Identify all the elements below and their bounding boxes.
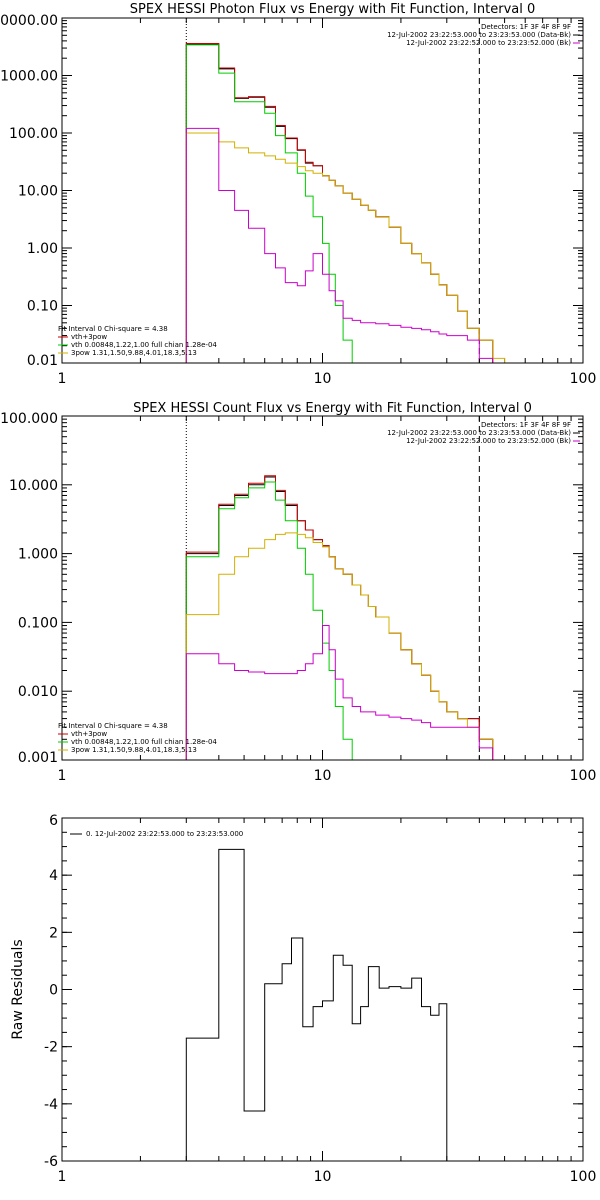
y-tick-label: 100.00 [9, 126, 58, 142]
plot-frame [61, 817, 584, 1162]
x-tick-label: 100 [570, 1169, 597, 1185]
series-line-yellow [185, 532, 505, 760]
y-tick-label: 100.000 [0, 411, 58, 427]
legend-topright-line: 12-Jul-2002 23:22:53.000 to 23:23:53.000… [387, 429, 571, 437]
x-tick-label: 100 [570, 768, 597, 784]
chart-panel-2: SPEX HESSI Count Flux vs Energy with Fit… [0, 401, 596, 784]
series-line-red [185, 43, 494, 363]
y-tick-label: 2 [49, 925, 58, 941]
series-line-magenta [185, 625, 494, 760]
y-tick-label: 4 [49, 868, 58, 884]
legend-bottomleft-line: vth+3pow [71, 333, 107, 341]
series-line-green [185, 44, 353, 363]
series-line-magenta [185, 127, 494, 363]
chart-title: SPEX HESSI Photon Flux vs Energy with Fi… [130, 2, 536, 17]
x-tick-label: 10 [314, 1169, 332, 1185]
plot-frame [61, 17, 584, 364]
y-tick-label: 0.100 [18, 615, 58, 631]
x-tick-label: 100 [570, 371, 597, 387]
series-line-black [185, 43, 494, 363]
y-tick-label: 1.00 [27, 241, 58, 257]
chart-panel-3: 1 10 100 -6 -4 -2 0 2 4 6 Raw Residuals 0. 12-Jul-2… [10, 813, 596, 1185]
legend-bottomleft-line: Fit Interval 0 Chi-square = 4.38 [58, 722, 168, 730]
legend-bottomleft-line: 3pow 1.31,1.50,9.88,4.01,18.3,5.13 [71, 349, 197, 357]
legend-topright-line: 12-Jul-2002 23:22:52.000 to 23:23:52.000… [406, 437, 571, 445]
y-tick-label: 10.000 [9, 478, 58, 494]
data-area [185, 475, 505, 760]
series-line-black [185, 476, 494, 760]
series-line-black [185, 848, 448, 1161]
x-tick-label: 10 [314, 768, 332, 784]
series-line-yellow [185, 132, 506, 363]
legend-bottomleft-line: vth 0.00848,1.22,1.00 full chian 1.28e-0… [71, 738, 217, 746]
y-tick-label: 1000.00 [0, 69, 58, 85]
legend-bottomleft-line: vth 0.00848,1.22,1.00 full chian 1.28e-0… [71, 341, 217, 349]
plot-frame [61, 415, 584, 761]
x-tick-label: 1 [58, 768, 67, 784]
series-line-red [185, 475, 494, 760]
legend-topright-line: 12-Jul-2002 23:22:53.000 to 23:23:53.000… [387, 31, 571, 39]
series-line-green [185, 481, 353, 760]
y-tick-label: -6 [44, 1154, 58, 1170]
y-tick-label: 1.000 [18, 547, 58, 563]
chart-panel-1: SPEX HESSI Photon Flux vs Energy with Fi… [0, 2, 596, 387]
y-tick-label: -4 [44, 1097, 58, 1113]
legend-topright-line: 12-Jul-2002 23:22:52.000 to 23:23:52.000… [406, 39, 571, 47]
y-tick-label: 0 [49, 983, 58, 999]
legend-topright-line: Detectors: 1F 3F 4F 8F 9F [481, 23, 571, 31]
y-tick-label: 10000.00 [0, 13, 58, 29]
y-tick-label: 10.00 [18, 184, 58, 200]
legend-topright-line: Detectors: 1F 3F 4F 8F 9F [481, 421, 571, 429]
y-tick-label: 0.01 [27, 353, 58, 369]
legend-topleft-line: 0. 12-Jul-2002 23:22:53.000 to 23:23:53.… [86, 830, 243, 838]
x-tick-label: 1 [58, 371, 67, 387]
y-tick-label: 0.10 [27, 299, 58, 315]
legend-bottomleft-line: Fit Interval 0 Chi-square = 4.38 [58, 325, 168, 333]
y-tick-label: 0.001 [18, 750, 58, 766]
data-area [185, 43, 506, 363]
x-tick-label: 1 [58, 1169, 67, 1185]
data-area [185, 848, 448, 1161]
x-tick-label: 10 [314, 371, 332, 387]
y-tick-label: 0.010 [18, 684, 58, 700]
y-tick-label: 6 [49, 813, 58, 829]
chart-title: SPEX HESSI Count Flux vs Energy with Fit… [133, 401, 532, 416]
legend-bottomleft-line: vth+3pow [71, 730, 107, 738]
y-axis-label: Raw Residuals [10, 939, 26, 1039]
legend-bottomleft-line: 3pow 1.31,1.50,9.88,4.01,18.3,5.13 [71, 746, 197, 754]
y-tick-label: -2 [44, 1040, 58, 1056]
